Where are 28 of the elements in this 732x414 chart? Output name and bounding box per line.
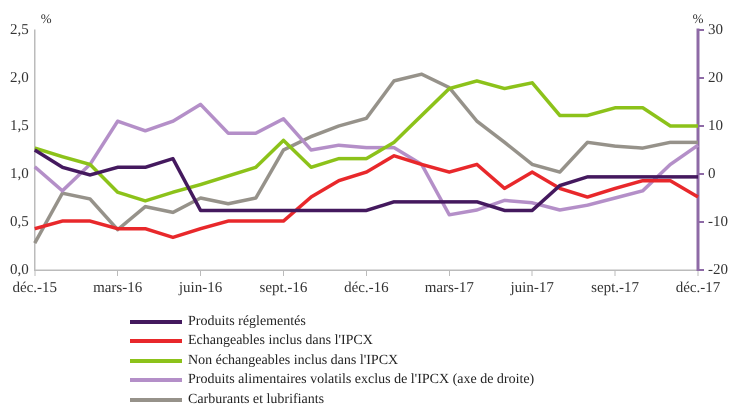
y2-tick-label: 0	[708, 166, 716, 182]
y-tick-label: 1,0	[10, 166, 29, 182]
y2-tick-label: 10	[708, 118, 724, 134]
x-tick-label: mars-17	[424, 280, 474, 296]
legend-label: Echangeables inclus dans l'IPCX	[188, 333, 373, 350]
x-tick-label: déc.-17	[676, 280, 721, 296]
y-tick-label: 2,0	[10, 70, 29, 86]
y-tick-label: 2,5	[10, 22, 29, 38]
y-axis-title: %	[40, 10, 52, 26]
x-tick-label: sept.-16	[260, 280, 308, 296]
y2-tick-label: 20	[708, 70, 724, 86]
x-tick-label: mars-16	[93, 280, 143, 296]
x-tick-label: déc.-16	[344, 280, 390, 296]
x-tick-label: déc.-15	[12, 280, 58, 296]
y2-tick-label: -10	[708, 214, 728, 230]
legend-label: Carburants et lubrifiants	[188, 392, 324, 408]
y2-tick-label: -20	[708, 262, 728, 278]
y2-axis-title: %	[692, 10, 704, 26]
x-tick-label: juin-17	[510, 280, 554, 296]
legend-label: Produits alimentaires volatils exclus de l'IPCX (axe de droite)	[188, 372, 534, 388]
y-tick-label: 0,0	[10, 262, 29, 278]
y-tick-label: 0,5	[10, 214, 29, 230]
legend-label: Produits réglementés	[188, 314, 306, 330]
x-tick-label: juin-16	[178, 280, 223, 296]
y2-tick-label: 30	[708, 22, 724, 38]
legend-label: Non échangeables inclus dans l'IPCX	[188, 352, 398, 369]
x-tick-label: sept.-17	[591, 280, 640, 296]
y-tick-label: 1,5	[10, 118, 29, 134]
